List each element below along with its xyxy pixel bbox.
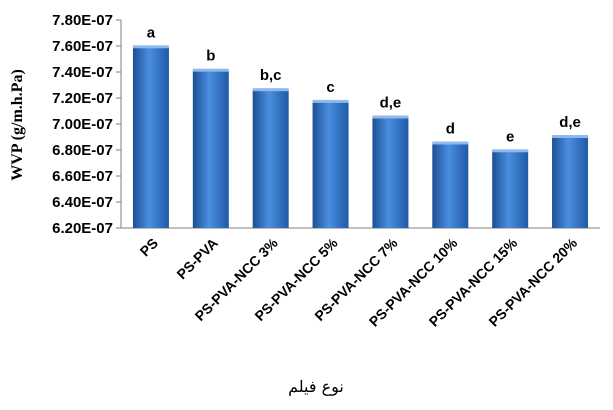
significance-letter: b: [206, 48, 215, 65]
bar: [552, 137, 589, 228]
significance-letter: d,e: [380, 95, 402, 112]
bar: [492, 151, 529, 228]
significance-letter: d: [446, 121, 455, 138]
y-axis-ticks: 6.20E-07 6.40E-07 6.60E-07 6.80E-07 7.00E-07…: [52, 12, 121, 237]
significance-letter: c: [326, 79, 334, 96]
bar-top-highlight: [132, 45, 169, 49]
y-tick-label: 7.60E-07: [52, 38, 113, 55]
significance-letter: e: [506, 128, 514, 145]
significance-labels: a b b,c c d,e d e d,e: [147, 24, 581, 145]
y-tick-label: 6.80E-07: [52, 142, 113, 159]
bar-series: [132, 45, 589, 228]
bar-top-highlight: [312, 99, 349, 103]
significance-letter: d,e: [559, 114, 581, 131]
bar: [252, 90, 289, 228]
bar-top-highlight: [372, 115, 409, 119]
bar-top-highlight: [192, 68, 229, 72]
y-tick-label: 6.40E-07: [52, 194, 113, 211]
y-tick-label: 7.00E-07: [52, 116, 113, 133]
x-axis-title: نوع فیلم: [288, 377, 344, 396]
bar-top-highlight: [492, 149, 529, 153]
x-tick-label: PS-PVA: [173, 235, 220, 282]
y-tick-label: 7.20E-07: [52, 90, 113, 107]
significance-letter: b,c: [260, 67, 282, 84]
y-tick-label: 7.40E-07: [52, 64, 113, 81]
x-tick-label: PS: [137, 235, 162, 260]
bar: [132, 47, 169, 228]
bar-top-highlight: [432, 141, 469, 145]
y-tick-label: 6.20E-07: [52, 220, 113, 237]
y-axis-title: WVP (g/m.h.Pa): [9, 69, 26, 181]
y-tick-label: 7.80E-07: [52, 12, 113, 29]
significance-letter: a: [147, 24, 156, 41]
bar: [432, 143, 469, 228]
bar: [312, 101, 349, 228]
bar-top-highlight: [252, 88, 289, 92]
bar: [372, 117, 409, 228]
bar: [192, 70, 229, 228]
bar-top-highlight: [552, 135, 589, 138]
y-tick-label: 6.60E-07: [52, 168, 113, 185]
